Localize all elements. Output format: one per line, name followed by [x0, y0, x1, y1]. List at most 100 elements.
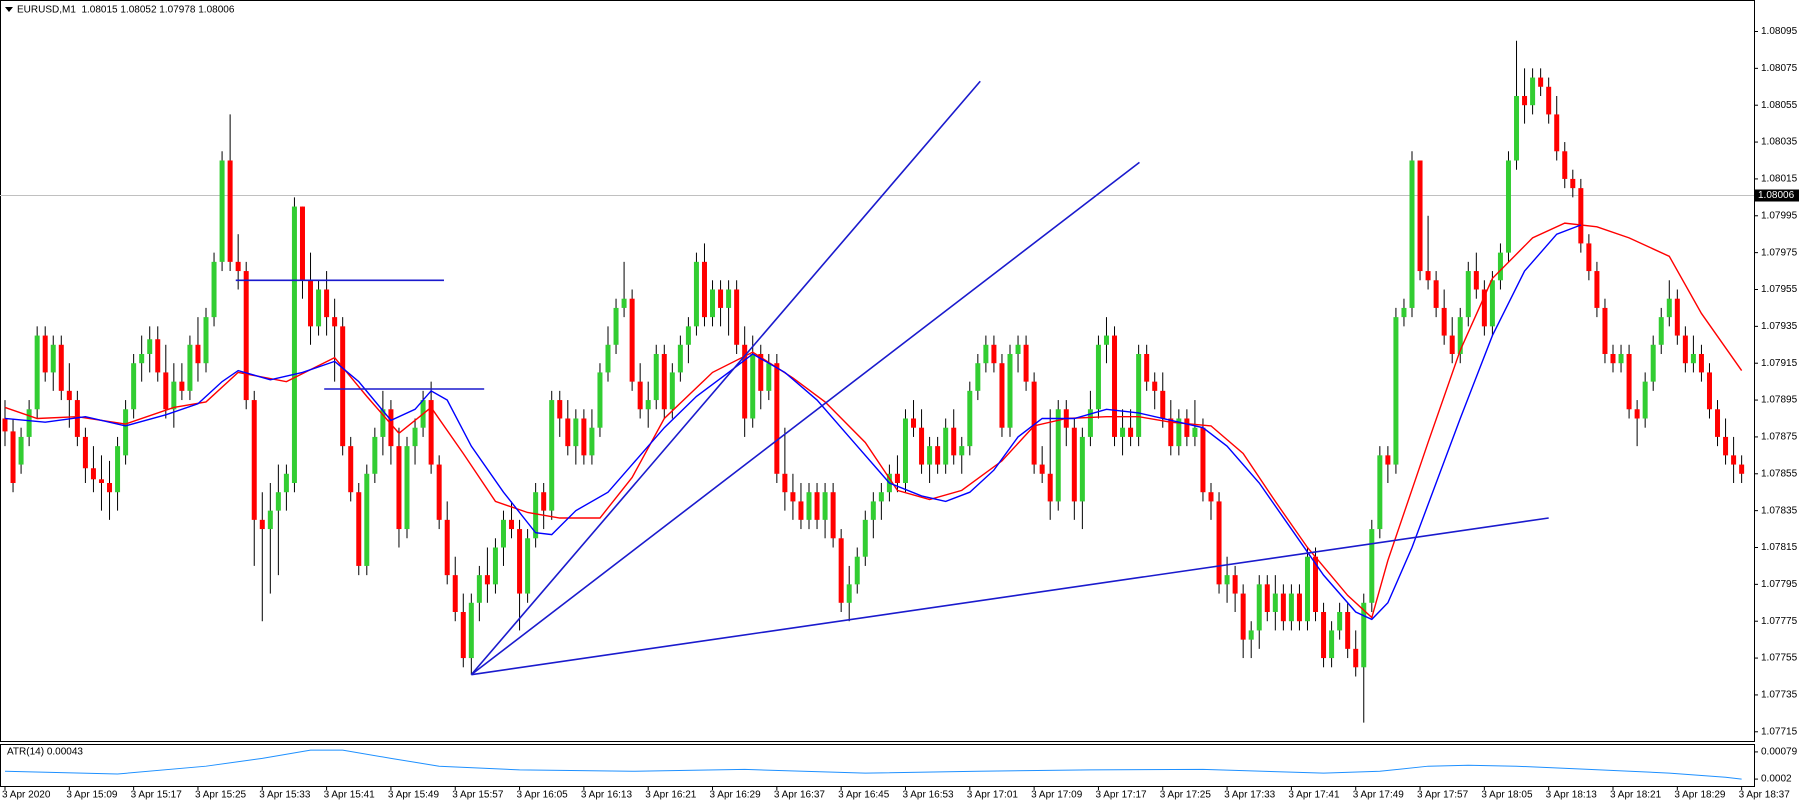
candle-body [171, 381, 177, 410]
candle-body [131, 363, 137, 410]
candle-body [179, 381, 185, 391]
candle-body [1136, 353, 1142, 437]
x-tick-label: 3 Apr 15:09 [66, 790, 118, 800]
candle-body [1489, 280, 1495, 327]
candle-body [951, 427, 957, 456]
candle-body [653, 353, 659, 401]
x-tick-label: 3 Apr 17:17 [1095, 790, 1147, 800]
candle-body [1369, 529, 1375, 603]
candle-body [870, 501, 876, 520]
candle-body [774, 363, 780, 474]
candle-body [1377, 455, 1383, 530]
candle-body [34, 335, 40, 410]
candle-body [959, 446, 965, 456]
x-tick-label: 3 Apr 16:13 [581, 790, 633, 800]
candle-body [1216, 501, 1222, 585]
candle-body [894, 473, 900, 483]
candle-body [975, 363, 981, 391]
candle-body [1626, 353, 1632, 410]
y-tick-label: 1.07775 [1761, 616, 1798, 627]
candle-body [1103, 335, 1109, 345]
x-tick-label: 3 Apr 17:01 [967, 790, 1019, 800]
candle-body [1288, 593, 1294, 622]
candle-body [1514, 95, 1520, 161]
candle-body [1007, 353, 1013, 428]
candle-body [1176, 418, 1182, 447]
x-tick-label: 3 Apr 15:33 [259, 790, 311, 800]
x-tick-label: 3 Apr 16:29 [710, 790, 762, 800]
candle-body [324, 289, 330, 318]
y-tick-label: 1.07915 [1761, 358, 1798, 369]
candle-body [1152, 381, 1158, 391]
candle-body [1538, 77, 1544, 87]
x-tick-label: 3 Apr 18:37 [1739, 790, 1791, 800]
y-tick-label: 1.08055 [1761, 100, 1798, 111]
candle-body [814, 492, 820, 520]
candle-body [1723, 436, 1729, 456]
candle-body [878, 492, 884, 502]
candle-body [98, 479, 104, 483]
atr-title: ATR(14) 0.00043 [7, 747, 83, 758]
candle-body [1634, 409, 1640, 419]
main-frame [0, 0, 1755, 742]
candle-body [42, 335, 48, 373]
candle-body [613, 307, 619, 345]
candle-body [58, 344, 64, 391]
candle-body [798, 501, 804, 520]
y-tick-label: 1.07795 [1761, 579, 1798, 590]
y-tick-label: 0.0002 [1761, 774, 1792, 785]
candle-body [107, 482, 113, 493]
y-tick-label: 1.08095 [1761, 26, 1798, 37]
candle-body [1409, 160, 1415, 308]
candle-body [991, 344, 997, 364]
candle-body [364, 473, 370, 566]
candle-body [565, 418, 571, 447]
candle-body [372, 436, 378, 474]
candle-body [1706, 372, 1712, 410]
candle-body [1361, 602, 1367, 668]
candle-body [1602, 307, 1608, 354]
candle-body [734, 289, 740, 345]
candle-body [283, 473, 289, 493]
candle-body [1739, 464, 1745, 474]
candle-body [1473, 271, 1479, 290]
candle-body [356, 492, 362, 566]
candle-body [846, 584, 852, 603]
candle-body [1071, 427, 1077, 502]
candle-body [10, 431, 16, 483]
x-tick-label: 3 Apr 17:25 [1160, 790, 1212, 800]
candle-body [251, 400, 257, 520]
candle-body [227, 160, 233, 262]
candle-body [1256, 584, 1262, 631]
candle-body [693, 261, 699, 327]
candle-body [1039, 464, 1045, 474]
x-tick-label: 3 Apr 17:33 [1224, 790, 1276, 800]
candle-body [115, 446, 121, 493]
x-tick-label: 3 Apr 16:37 [774, 790, 826, 800]
bid-label: 1.08006 [1758, 190, 1795, 201]
x-tick-label: 3 Apr 2020 [2, 790, 51, 800]
candle-body [581, 418, 587, 456]
candle-body [235, 261, 241, 272]
candle-body [1562, 151, 1568, 179]
menu-arrow[interactable] [5, 7, 13, 12]
candle-body [404, 446, 410, 530]
candle-body [645, 400, 651, 410]
candle-body [710, 289, 716, 318]
candle-body [388, 409, 394, 447]
candle-body [902, 418, 908, 483]
candle-body [1087, 409, 1093, 437]
candle-body [66, 390, 72, 401]
candle-body [1522, 95, 1528, 106]
candle-body [428, 400, 434, 465]
candle-body [1047, 473, 1053, 502]
candle-body [492, 547, 498, 585]
candle-body [1658, 317, 1664, 345]
candle-body [1425, 271, 1431, 281]
atr-frame [0, 744, 1755, 787]
candle-body [669, 372, 675, 410]
candle-body [605, 344, 611, 373]
candle-body [74, 400, 80, 437]
chart-title: EURUSD,M1 1.08015 1.08052 1.07978 1.0800… [17, 5, 235, 16]
candle-body [275, 492, 281, 511]
